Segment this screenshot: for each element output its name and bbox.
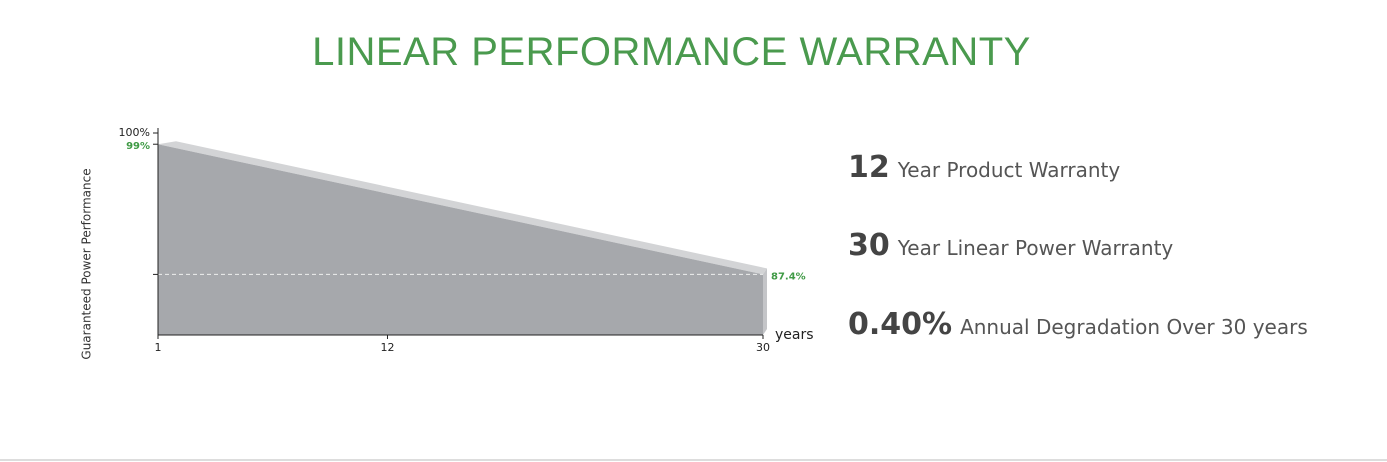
feature-text: Annual Degradation Over 30 years [960, 315, 1308, 339]
value-label: 99% [126, 141, 150, 152]
feature: 0.40% Annual Degradation Over 30 years [848, 307, 1308, 342]
feature: 30 Year Linear Power Warranty [848, 228, 1173, 263]
area-bevel [158, 141, 767, 275]
feature-text: Year Product Warranty [897, 158, 1121, 182]
y-tick-label: 100% [119, 126, 150, 139]
feature-number: 12 [848, 150, 890, 185]
y-axis-label: Guaranteed Power Performance [80, 168, 94, 359]
feature-number: 0.40% [848, 307, 953, 342]
value-label: 87.4% [771, 271, 806, 282]
feature-number: 30 [848, 228, 890, 263]
feature-text: Year Linear Power Warranty [897, 236, 1174, 260]
area-side [763, 268, 767, 335]
x-tick-label: 30 [756, 341, 770, 354]
x-tick-label: 1 [155, 341, 162, 354]
area [158, 144, 763, 335]
x-tick-label: 12 [380, 341, 394, 354]
title: LINEAR PERFORMANCE WARRANTY [312, 30, 1031, 74]
x-axis-label: years [775, 327, 814, 343]
footer-rule [0, 459, 1387, 461]
feature: 12 Year Product Warranty [848, 150, 1120, 185]
